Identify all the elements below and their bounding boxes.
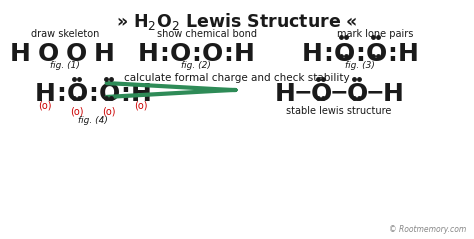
Text: H: H [35, 82, 55, 106]
Text: :: : [120, 82, 130, 106]
Text: O: O [37, 42, 59, 66]
Text: mark lone pairs: mark lone pairs [337, 29, 413, 39]
Text: :: : [387, 42, 397, 66]
Text: H: H [130, 82, 151, 106]
Text: :: : [323, 42, 333, 66]
Text: H: H [274, 82, 295, 106]
Text: H: H [398, 42, 419, 66]
Text: fig. (4): fig. (4) [78, 116, 108, 125]
Text: O: O [365, 42, 387, 66]
Text: O: O [346, 82, 368, 106]
Text: :: : [56, 82, 66, 106]
Text: H: H [137, 42, 158, 66]
Text: © Rootmemory.com: © Rootmemory.com [389, 225, 466, 234]
Text: calculate formal charge and check stability: calculate formal charge and check stabil… [124, 73, 350, 83]
Text: (o): (o) [102, 106, 116, 116]
Text: −: − [330, 82, 348, 102]
Text: :: : [223, 42, 233, 66]
Text: O: O [65, 42, 87, 66]
Text: fig. (1): fig. (1) [50, 61, 80, 70]
Text: O: O [169, 42, 191, 66]
Text: O: O [201, 42, 223, 66]
Text: (o): (o) [70, 106, 84, 116]
Text: −: − [365, 82, 384, 102]
Text: :: : [159, 42, 169, 66]
Text: H: H [301, 42, 322, 66]
Text: O: O [66, 82, 88, 106]
Text: fig. (3): fig. (3) [345, 61, 375, 70]
Text: O: O [310, 82, 332, 106]
Text: H: H [93, 42, 114, 66]
Text: » H$_2$O$_2$ Lewis Structure «: » H$_2$O$_2$ Lewis Structure « [116, 11, 358, 32]
Text: (o): (o) [38, 100, 52, 110]
Text: (o): (o) [134, 100, 148, 110]
Text: −: − [294, 82, 312, 102]
Text: H: H [234, 42, 255, 66]
Text: draw skeleton: draw skeleton [31, 29, 99, 39]
Text: O: O [99, 82, 119, 106]
Text: O: O [333, 42, 355, 66]
Text: :: : [191, 42, 201, 66]
Text: stable lewis structure: stable lewis structure [286, 106, 392, 116]
Text: H: H [9, 42, 30, 66]
Text: fig. (2): fig. (2) [181, 61, 211, 70]
Text: H: H [383, 82, 403, 106]
Text: show chemical bond: show chemical bond [157, 29, 257, 39]
Text: :: : [88, 82, 98, 106]
Text: :: : [355, 42, 365, 66]
